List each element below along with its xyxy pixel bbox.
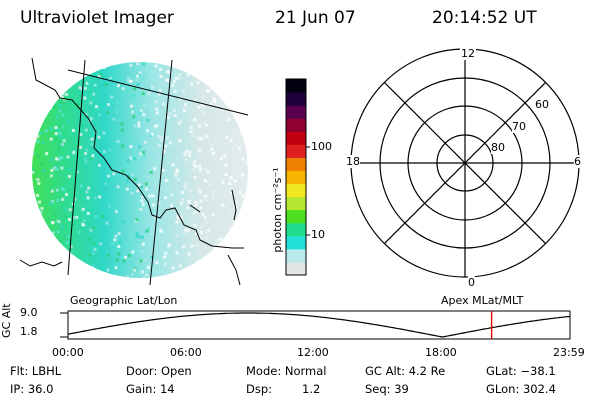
color-bar-tick-10: 10 <box>311 228 325 241</box>
alt-plot-frame <box>67 310 571 340</box>
polar-mlt-plot <box>350 48 580 278</box>
geographic-image <box>19 57 249 286</box>
color-bar-segment <box>286 235 306 250</box>
color-bar-segment <box>286 79 306 93</box>
color-bar-frame <box>285 78 307 276</box>
color-bar-segment <box>286 157 306 171</box>
gain-info: Gain: 14 <box>126 382 175 396</box>
filter-info: Flt: LBHL <box>10 364 62 378</box>
color-bar-segment <box>286 209 306 224</box>
color-bar-segment <box>286 261 306 276</box>
dsp-value: 1.2 <box>302 382 321 396</box>
color-bar-segment <box>286 222 306 237</box>
mlt-6-label: 6 <box>574 155 581 168</box>
color-bar-segment <box>286 92 306 106</box>
lat-60-label: 60 <box>535 98 549 111</box>
time-label: 20:14:52 UT <box>432 8 537 28</box>
alt-y-top: 9.0 <box>20 306 38 319</box>
color-bar-segment <box>286 196 306 211</box>
color-bar-segment <box>286 118 306 132</box>
polar-spokes <box>351 49 579 277</box>
mlt-0-label: 0 <box>468 276 475 289</box>
mode-info: Mode: Normal <box>246 364 327 378</box>
door-info: Door: Open <box>126 364 192 378</box>
lat-80-label: 80 <box>491 141 505 154</box>
altitude-curve <box>67 312 571 338</box>
x-tick-0600: 06:00 <box>170 346 202 359</box>
ip-info: IP: 36.0 <box>10 382 54 396</box>
app-title: Ultraviolet Imager <box>20 8 174 28</box>
geographic-label: Geographic Lat/Lon <box>70 294 178 307</box>
color-bar-segment <box>286 144 306 158</box>
coastlines <box>19 57 244 286</box>
color-bar: photon cm⁻²s⁻¹ <box>271 78 310 276</box>
color-bar-unit-label: photon cm⁻²s⁻¹ <box>271 167 284 252</box>
lat-70-label: 70 <box>512 120 526 133</box>
glat-info: GLat: −38.1 <box>486 364 556 378</box>
seq-info: Seq: 39 <box>365 382 409 396</box>
date-label: 21 Jun 07 <box>275 8 356 28</box>
alt-y-bottom: 1.8 <box>20 325 38 338</box>
color-bar-segment <box>286 105 306 119</box>
gc-alt-info: GC Alt: 4.2 Re <box>365 364 446 378</box>
x-tick-1200: 12:00 <box>297 346 329 359</box>
x-tick-2359: 23:59 <box>553 346 585 359</box>
color-bar-segment <box>286 170 306 185</box>
color-bar-segment <box>286 131 306 145</box>
color-bar-tick-100: 100 <box>311 140 332 153</box>
dsp-label: Dsp: <box>246 382 273 396</box>
altitude-plot <box>60 310 571 340</box>
uv-emission-disk <box>32 62 248 278</box>
geo-grid-lines <box>67 59 249 286</box>
color-bar-segment <box>286 183 306 198</box>
color-bar-scale <box>286 79 306 276</box>
glon-info: GLon: 302.4 <box>486 382 556 396</box>
mlt-18-label: 18 <box>346 155 360 168</box>
apex-label: Apex MLat/MLT <box>441 294 524 307</box>
mlt-12-label: 12 <box>460 47 476 60</box>
x-tick-1800: 18:00 <box>425 346 457 359</box>
x-tick-0000: 00:00 <box>52 346 84 359</box>
color-bar-segment <box>286 248 306 263</box>
